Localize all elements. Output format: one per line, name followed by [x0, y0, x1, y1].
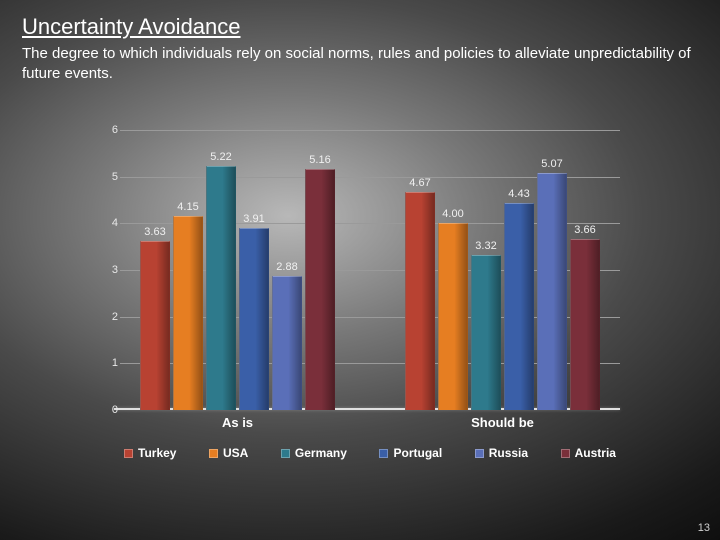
legend-label: Turkey — [138, 446, 176, 460]
bar-value-label: 3.32 — [475, 240, 496, 252]
bar-value-label: 5.07 — [541, 158, 562, 170]
legend-swatch — [281, 449, 290, 458]
bar-value-label: 5.22 — [210, 151, 231, 163]
bar-value-label: 3.91 — [243, 213, 264, 225]
page-title: Uncertainty Avoidance — [22, 14, 241, 40]
legend-item: USA — [209, 446, 248, 460]
legend-item: Russia — [475, 446, 528, 460]
bar-value-label: 5.16 — [309, 154, 330, 166]
bar-value-label: 2.88 — [276, 261, 297, 273]
bar-value-label: 3.63 — [144, 226, 165, 238]
bar: 4.00 — [438, 223, 468, 410]
bar: 5.22 — [206, 166, 236, 410]
grid-line — [120, 130, 620, 131]
legend-swatch — [124, 449, 133, 458]
bar-value-label: 4.00 — [442, 208, 463, 220]
bar: 2.88 — [272, 276, 302, 410]
legend-item: Portugal — [379, 446, 442, 460]
bar: 4.67 — [405, 192, 435, 410]
y-tick: 4 — [104, 217, 118, 229]
legend-swatch — [561, 449, 570, 458]
y-tick: 3 — [104, 264, 118, 276]
bar: 3.32 — [471, 255, 501, 410]
legend-swatch — [209, 449, 218, 458]
chart: 3.634.155.223.912.885.164.674.003.324.43… — [90, 120, 630, 460]
bar: 5.16 — [305, 169, 335, 410]
legend-item: Germany — [281, 446, 347, 460]
bar: 4.15 — [173, 216, 203, 410]
page-subtitle: The degree to which individuals rely on … — [22, 44, 698, 83]
bar: 4.43 — [504, 203, 534, 410]
legend-swatch — [475, 449, 484, 458]
bar-value-label: 3.66 — [574, 224, 595, 236]
y-tick: 0 — [104, 404, 118, 416]
bar: 5.07 — [537, 173, 567, 410]
y-tick: 6 — [104, 124, 118, 136]
legend-label: Russia — [489, 446, 528, 460]
y-tick: 1 — [104, 357, 118, 369]
legend-label: Portugal — [393, 446, 442, 460]
legend-label: Austria — [575, 446, 616, 460]
legend: Turkey USA Germany Portugal Russia Austria — [120, 446, 620, 460]
legend-label: Germany — [295, 446, 347, 460]
x-category-label: Should be — [471, 415, 534, 430]
bar: 3.91 — [239, 228, 269, 410]
legend-item: Turkey — [124, 446, 176, 460]
page-number: 13 — [698, 522, 710, 534]
x-category-label: As is — [222, 415, 253, 430]
bar-value-label: 4.43 — [508, 188, 529, 200]
legend-item: Austria — [561, 446, 616, 460]
bar: 3.66 — [570, 239, 600, 410]
bar: 3.63 — [140, 241, 170, 410]
plot-area: 3.634.155.223.912.885.164.674.003.324.43… — [120, 130, 620, 410]
y-tick: 2 — [104, 311, 118, 323]
legend-swatch — [379, 449, 388, 458]
legend-label: USA — [223, 446, 248, 460]
bar-value-label: 4.15 — [177, 201, 198, 213]
y-tick: 5 — [104, 171, 118, 183]
bar-value-label: 4.67 — [409, 177, 430, 189]
